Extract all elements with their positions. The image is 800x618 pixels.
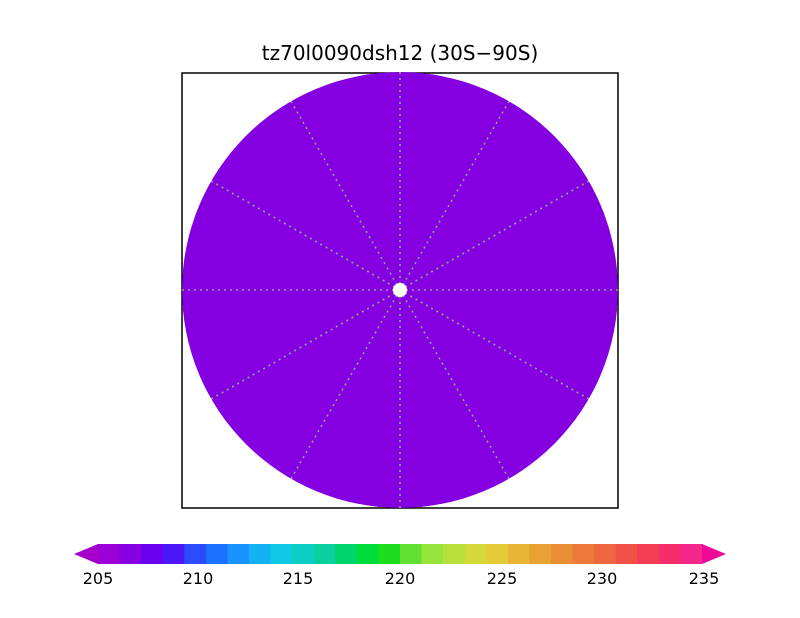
- colorbar-tick-labels: 205 210 215 220 225 230 235: [83, 569, 720, 588]
- colorbar-swatch: [658, 544, 682, 564]
- colorbar-swatch: [507, 544, 531, 564]
- contour-label: 60: [389, 0, 411, 5]
- colorbar-swatch: [421, 544, 444, 564]
- colorbar-swatch: [119, 544, 142, 564]
- meridian-line: [399, 289, 510, 480]
- colorbar-swatch: [464, 544, 487, 564]
- graticule: [182, 72, 618, 508]
- colorbar-swatch: [270, 544, 293, 564]
- meridian-line: [399, 180, 590, 291]
- colorbar-swatch: [98, 544, 121, 564]
- contour-label: 20: [389, 0, 411, 5]
- meridian-line: [210, 289, 401, 400]
- meridian-line: [210, 180, 401, 291]
- colorbar-tick-label: 230: [587, 569, 618, 588]
- colorbar-swatch: [184, 544, 207, 564]
- meridian-line: [290, 100, 401, 291]
- colorbar-tick-label: 205: [83, 569, 114, 588]
- meridian-line: [399, 289, 590, 400]
- colorbar-swatch: [486, 544, 509, 564]
- colorbar-swatch: [249, 544, 272, 564]
- colorbar-tick-label: 215: [283, 569, 314, 588]
- colorbar-swatch: [443, 544, 466, 564]
- colorbar-extend-left: [74, 544, 98, 564]
- colorbar-swatch: [400, 544, 423, 564]
- colorbar-swatch: [637, 544, 660, 564]
- colorbar-swatch: [292, 544, 315, 564]
- colorbar-swatch: [615, 544, 638, 564]
- colorbar-swatch: [313, 544, 336, 564]
- colorbar-swatch: [162, 544, 185, 564]
- colorbar-swatch: [227, 544, 250, 564]
- colorbar-tick-label: 210: [183, 569, 214, 588]
- colorbar-swatch: [378, 544, 401, 564]
- pole-marker: [393, 283, 407, 297]
- meridian-line: [290, 289, 401, 480]
- colorbar-tick-label: 220: [385, 569, 416, 588]
- colorbar-tick-label: 235: [689, 569, 720, 588]
- colorbar: [74, 544, 726, 564]
- colorbar-swatch: [356, 544, 380, 564]
- colorbar-swatch: [572, 544, 595, 564]
- colorbar-extend-right: [702, 544, 726, 564]
- colorbar-swatch: [335, 544, 358, 564]
- colorbar-swatch: [551, 544, 574, 564]
- contour-labels: 206080100: [384, 0, 416, 5]
- colorbar-swatch: [141, 544, 164, 564]
- colorbar-tick-label: 225: [487, 569, 518, 588]
- colorbar-swatch: [205, 544, 229, 564]
- colorbar-swatch: [529, 544, 552, 564]
- meridian-line: [399, 100, 510, 291]
- colorbar-swatch: [594, 544, 617, 564]
- chart-title: tz70l0090dsh12 (30S−90S): [262, 41, 539, 65]
- colorbar-swatch: [680, 544, 703, 564]
- contour-label: 80: [389, 0, 411, 5]
- contour-label: 100: [384, 0, 416, 5]
